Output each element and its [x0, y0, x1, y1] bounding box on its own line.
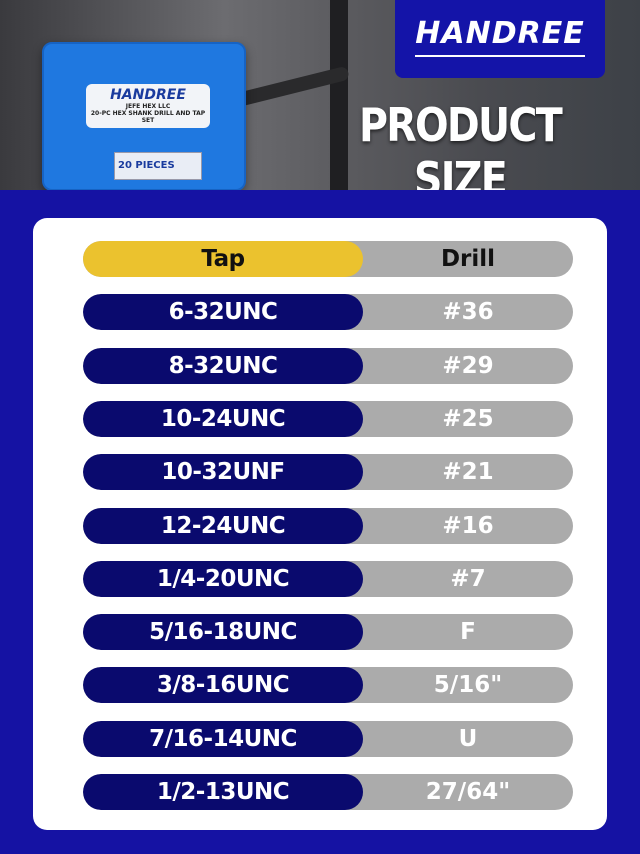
- table-row: 6-32UNC #36: [83, 294, 573, 331]
- table-row: 7/16-14UNC U: [83, 720, 573, 757]
- drill-size: #16: [442, 512, 494, 539]
- case-product: 20-PC HEX SHANK DRILL AND TAP SET: [90, 110, 206, 124]
- drill-size: #29: [442, 352, 494, 379]
- table-row: 3/8-16UNC 5/16": [83, 667, 573, 704]
- tap-size: 3/8-16UNC: [83, 667, 363, 704]
- table-row: 8-32UNC #29: [83, 347, 573, 384]
- tap-size: 5/16-18UNC: [83, 614, 363, 651]
- page-title: PRODUCT SIZE: [358, 98, 563, 190]
- drill-size: #21: [442, 459, 494, 486]
- table-row: 5/16-18UNC F: [83, 614, 573, 651]
- case-tag: 20 PIECES: [114, 152, 202, 180]
- drill-size: U: [458, 725, 478, 752]
- brand-logo: HANDREE: [395, 0, 605, 78]
- case-label: HANDREE JEFE HEX LLC 20-PC HEX SHANK DRI…: [86, 84, 210, 128]
- header-drill: Drill: [440, 246, 496, 272]
- drill-size: 5/16": [433, 672, 503, 699]
- hero-photo: HANDREE JEFE HEX LLC 20-PC HEX SHANK DRI…: [0, 0, 640, 190]
- drill-size: 27/64": [425, 779, 511, 805]
- case-tag-text: 20 PIECES: [118, 160, 175, 171]
- case-brand: HANDREE: [110, 87, 186, 103]
- table-row: 1/4-20UNC #7: [83, 560, 573, 597]
- size-table-card: Tap Drill 6-32UNC #36 8-32UNC #29 10-24UNC #2…: [33, 218, 607, 830]
- table-row: 1/2-13UNC 27/64": [83, 774, 573, 810]
- background-post: [330, 0, 348, 190]
- tap-size: 8-32UNC: [83, 347, 363, 384]
- drill-size: #36: [442, 299, 494, 326]
- table-row: 10-24UNC #25: [83, 400, 573, 437]
- case-company: JEFE HEX LLC: [125, 103, 171, 110]
- tap-size: 1/2-13UNC: [83, 774, 363, 810]
- table-row: 10-32UNF #21: [83, 454, 573, 491]
- tap-size: 6-32UNC: [83, 294, 363, 331]
- drill-size: F: [460, 619, 476, 646]
- drill-size: #7: [450, 565, 486, 592]
- logo-text: HANDREE: [415, 16, 585, 51]
- table-header: Tap Drill: [83, 241, 573, 277]
- header-tap: Tap: [83, 241, 363, 277]
- tap-size: 7/16-14UNC: [83, 720, 363, 757]
- tap-size: 10-32UNF: [83, 454, 363, 491]
- tap-size: 1/4-20UNC: [83, 560, 363, 597]
- logo-underline: [415, 55, 585, 57]
- drill-size: #25: [442, 405, 494, 432]
- tap-size: 10-24UNC: [83, 400, 363, 437]
- table-row: 12-24UNC #16: [83, 507, 573, 544]
- tap-size: 12-24UNC: [83, 507, 363, 544]
- product-case: HANDREE JEFE HEX LLC 20-PC HEX SHANK DRI…: [42, 42, 246, 190]
